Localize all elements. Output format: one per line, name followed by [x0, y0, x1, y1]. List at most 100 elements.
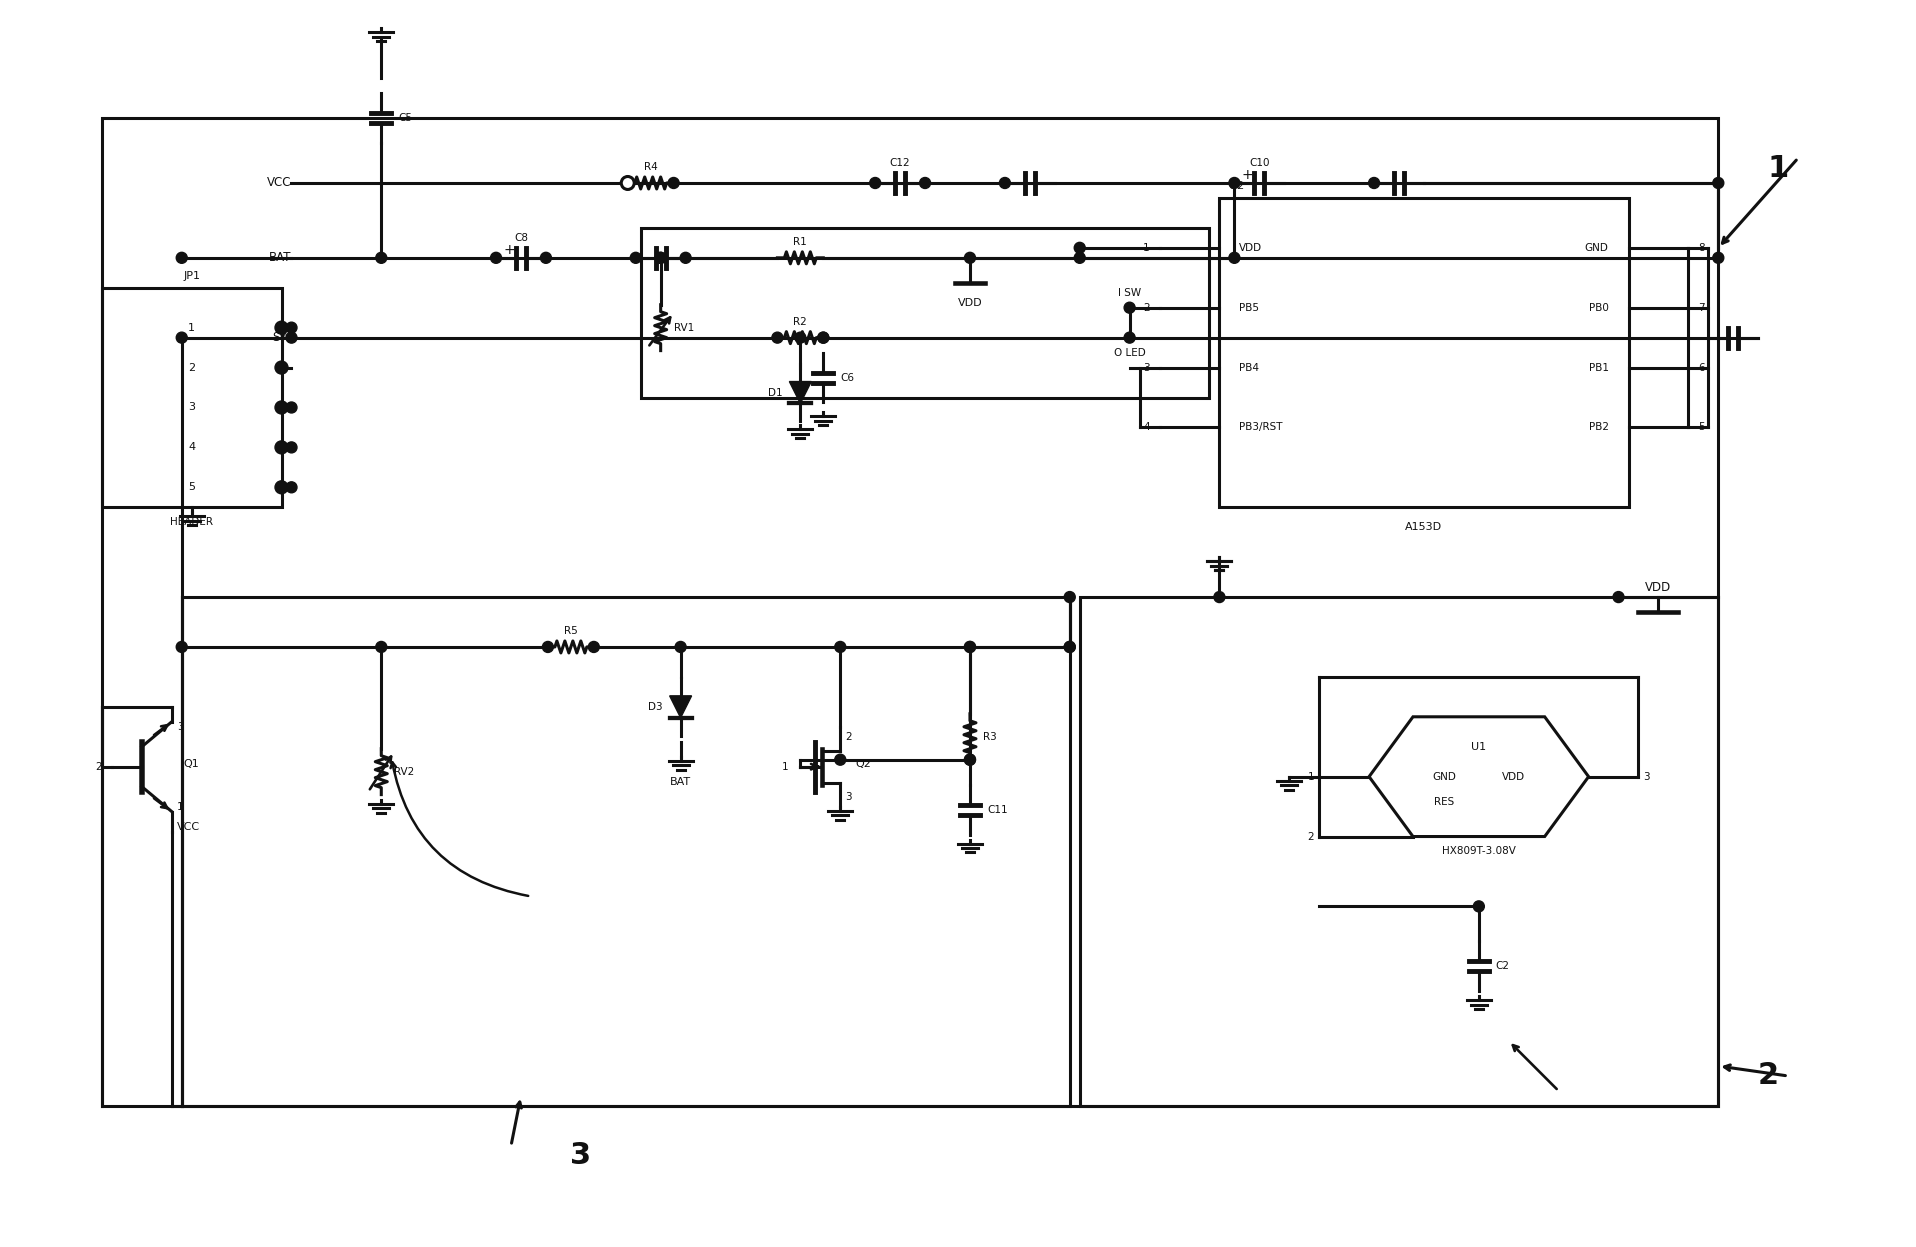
Text: VCC: VCC — [266, 177, 291, 190]
Circle shape — [1125, 332, 1134, 343]
Text: R5: R5 — [563, 626, 579, 636]
Text: 4: 4 — [1144, 423, 1150, 433]
Polygon shape — [671, 696, 692, 718]
Circle shape — [818, 332, 830, 343]
Text: C12: C12 — [889, 158, 910, 168]
Circle shape — [655, 252, 667, 263]
Circle shape — [588, 641, 600, 652]
Circle shape — [285, 441, 297, 453]
Circle shape — [1215, 591, 1224, 602]
Circle shape — [1713, 252, 1724, 263]
Circle shape — [276, 402, 287, 414]
Text: C11: C11 — [987, 804, 1008, 814]
Circle shape — [669, 177, 678, 188]
Text: 5: 5 — [188, 483, 195, 493]
Text: +: + — [1242, 168, 1253, 182]
Text: 1: 1 — [176, 802, 184, 812]
Circle shape — [835, 641, 845, 652]
Text: GND: GND — [1431, 772, 1456, 782]
Text: 5: 5 — [1698, 423, 1705, 433]
Text: R3: R3 — [983, 732, 996, 742]
Text: 2: 2 — [1757, 1061, 1778, 1090]
Text: PB2: PB2 — [1588, 423, 1609, 433]
Circle shape — [1228, 177, 1240, 188]
Circle shape — [1075, 242, 1084, 253]
Circle shape — [621, 177, 634, 190]
Circle shape — [276, 322, 287, 334]
Circle shape — [964, 754, 975, 766]
Text: 3: 3 — [845, 792, 853, 802]
Circle shape — [1075, 252, 1084, 263]
Circle shape — [176, 641, 188, 652]
Circle shape — [680, 252, 692, 263]
Text: U1: U1 — [1471, 742, 1487, 752]
Text: O LED: O LED — [1113, 348, 1146, 358]
Circle shape — [964, 641, 975, 652]
Text: 6: 6 — [1698, 363, 1705, 373]
Text: BAT: BAT — [268, 252, 291, 264]
Text: HX809T-3.08V: HX809T-3.08V — [1443, 847, 1516, 857]
Bar — [182, 597, 1069, 1106]
Circle shape — [176, 332, 188, 343]
Text: Q2: Q2 — [855, 758, 872, 768]
Text: 3: 3 — [1144, 363, 1150, 373]
Text: PB0: PB0 — [1588, 303, 1609, 313]
Text: I SW: I SW — [1119, 288, 1142, 298]
Circle shape — [1613, 591, 1625, 602]
Circle shape — [870, 177, 881, 188]
Text: GND: GND — [1585, 243, 1609, 253]
Text: U2: U2 — [1230, 181, 1245, 191]
Circle shape — [818, 332, 830, 343]
Text: SW: SW — [272, 332, 291, 344]
Text: D3: D3 — [648, 702, 663, 712]
Bar — [102, 288, 282, 508]
Circle shape — [964, 252, 975, 263]
Circle shape — [920, 177, 931, 188]
Text: VDD: VDD — [1646, 581, 1671, 594]
Text: R2: R2 — [793, 317, 807, 327]
Text: 3: 3 — [188, 403, 195, 413]
Text: 4: 4 — [188, 443, 195, 453]
Circle shape — [1473, 900, 1485, 912]
Text: VDD: VDD — [1502, 772, 1525, 782]
Text: 1: 1 — [1144, 243, 1150, 253]
Text: R1: R1 — [793, 237, 807, 247]
Text: VDD: VDD — [958, 298, 983, 308]
Circle shape — [674, 641, 686, 652]
Text: RV1: RV1 — [674, 323, 694, 333]
Circle shape — [1125, 302, 1134, 313]
Text: R4: R4 — [644, 162, 657, 172]
Text: 3: 3 — [571, 1141, 592, 1171]
Circle shape — [630, 252, 642, 263]
Text: PB4: PB4 — [1240, 363, 1259, 373]
Circle shape — [1000, 177, 1010, 188]
Bar — [102, 118, 1719, 1106]
Text: A153D: A153D — [1406, 522, 1443, 532]
Circle shape — [285, 481, 297, 493]
Text: BAT: BAT — [671, 777, 692, 787]
Text: 1: 1 — [188, 323, 195, 333]
Circle shape — [176, 252, 188, 263]
Text: C10: C10 — [1249, 158, 1270, 168]
Circle shape — [285, 332, 297, 343]
Circle shape — [285, 322, 297, 333]
Text: RES: RES — [1433, 797, 1454, 807]
Circle shape — [540, 252, 552, 263]
Bar — [1081, 597, 1719, 1106]
Circle shape — [795, 332, 807, 343]
Text: 2: 2 — [188, 363, 195, 373]
Text: JP1: JP1 — [184, 271, 199, 281]
Circle shape — [1368, 177, 1380, 188]
Text: 8: 8 — [1698, 243, 1705, 253]
Text: C2: C2 — [1496, 961, 1510, 971]
Text: C8: C8 — [513, 233, 529, 243]
Text: 1: 1 — [1768, 153, 1790, 182]
Text: PB5: PB5 — [1240, 303, 1259, 313]
Text: PB1: PB1 — [1588, 363, 1609, 373]
Circle shape — [542, 641, 554, 652]
Text: VCC: VCC — [176, 822, 199, 832]
Polygon shape — [789, 382, 810, 404]
Text: +: + — [504, 243, 515, 257]
Circle shape — [835, 754, 845, 766]
Circle shape — [1713, 177, 1724, 188]
